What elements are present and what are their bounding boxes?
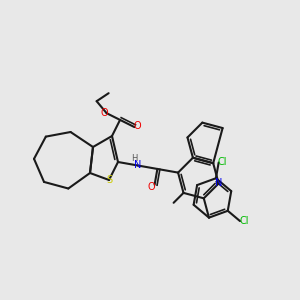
Text: Cl: Cl: [218, 158, 227, 167]
Text: N: N: [134, 160, 141, 170]
Text: O: O: [148, 182, 155, 192]
Text: O: O: [134, 121, 141, 131]
Text: O: O: [101, 108, 108, 118]
Text: N: N: [215, 178, 222, 188]
Text: H: H: [131, 154, 138, 163]
Text: Cl: Cl: [239, 216, 249, 226]
Text: S: S: [106, 175, 112, 185]
